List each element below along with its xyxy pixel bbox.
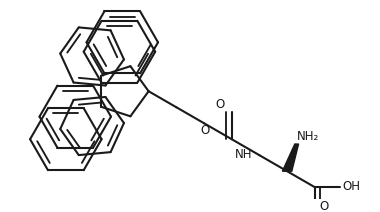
Text: O: O — [200, 124, 210, 137]
Text: NH₂: NH₂ — [297, 130, 319, 143]
Text: O: O — [320, 200, 329, 212]
Text: O: O — [216, 98, 225, 111]
Text: OH: OH — [343, 180, 361, 193]
Polygon shape — [282, 144, 299, 171]
Text: NH: NH — [235, 148, 252, 161]
